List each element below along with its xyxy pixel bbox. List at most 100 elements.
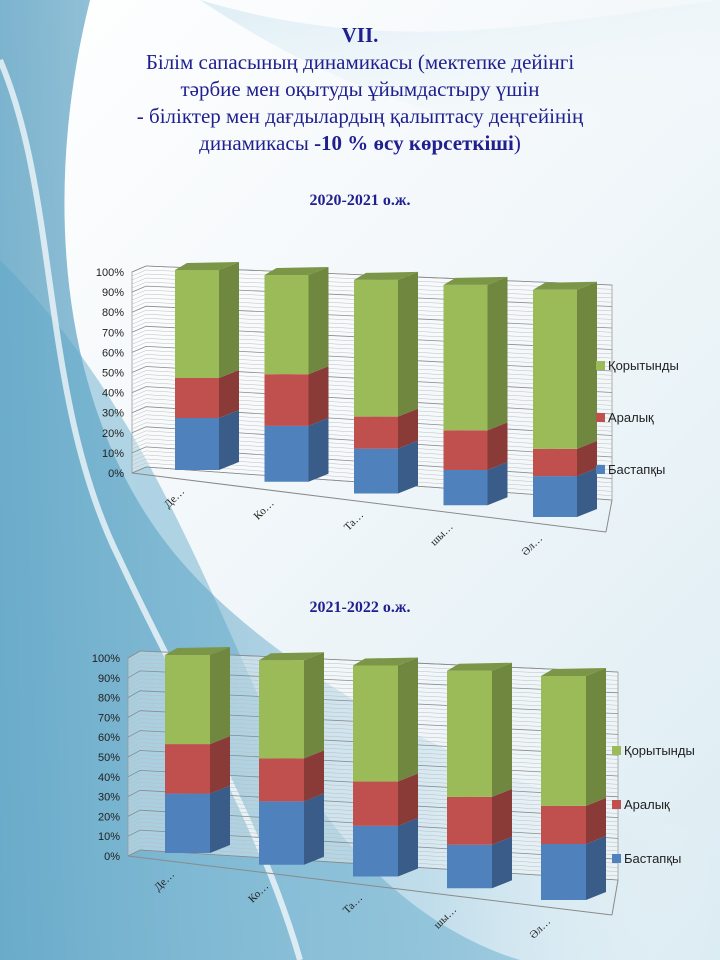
bar-front-face (447, 844, 492, 889)
bar-side-face (308, 266, 329, 375)
bar-segment-0-0-2 (175, 262, 239, 378)
bar-top-face (165, 647, 230, 655)
y-tick-label: 20% (98, 811, 120, 823)
y-tick-label: 90% (98, 673, 120, 685)
bar-front-face (353, 665, 398, 782)
title-line-5: динамикасы -10 % өсу көрсеткіші) (199, 131, 521, 155)
bar-front-face (447, 796, 492, 845)
bar-top-face (447, 662, 512, 671)
bar-front-face (165, 744, 210, 794)
y-tick-label: 0% (108, 468, 124, 480)
bar-segment-1-1-0 (259, 793, 324, 865)
x-category-label: Әл… (527, 916, 553, 942)
bar-side-face (308, 366, 329, 426)
bar-front-face (533, 476, 577, 517)
bar-segment-1-4-0 (541, 836, 606, 900)
y-tick-label: 10% (102, 448, 124, 460)
x-category-label: Ко… (246, 880, 271, 905)
bar-side-face (487, 276, 508, 431)
legend-swatch-icon (596, 361, 605, 370)
bar-segment-0-4-2 (533, 281, 597, 449)
chart-2-title: 2021-2022 о.ж. (309, 599, 411, 616)
bar-segment-0-2-0 (354, 440, 418, 494)
legend-label: Аралық (624, 797, 670, 812)
bar-front-face (175, 418, 219, 470)
bar-side-face (219, 262, 239, 378)
bar-segment-1-4-1 (541, 797, 606, 844)
bar-segment-1-3-2 (447, 662, 512, 797)
bar-segment-1-1-1 (259, 750, 324, 802)
bar-side-face (586, 836, 606, 900)
bar-segment-0-3-0 (443, 461, 508, 506)
bar-segment-0-4-0 (533, 468, 597, 517)
bar-side-face (304, 750, 324, 802)
y-tick-label: 100% (92, 653, 120, 665)
bar-segment-0-1-1 (264, 366, 329, 426)
bar-front-face (443, 469, 488, 506)
legend-item: Қорытынды (612, 743, 695, 758)
bar-side-face (487, 422, 508, 470)
bar-front-face (259, 801, 304, 865)
bar-segment-0-3-2 (443, 276, 508, 431)
y-tick-label: 20% (102, 428, 124, 440)
bar-front-face (354, 448, 398, 494)
legend-label: Қорытынды (624, 743, 695, 758)
bar-side-face (308, 417, 329, 482)
legend-swatch-icon (612, 746, 621, 755)
bar-front-face (533, 289, 577, 449)
bar-top-face (353, 657, 418, 666)
legend-swatch-icon (596, 465, 605, 474)
x-category-label: Та… (341, 892, 365, 916)
bar-side-face (492, 836, 512, 889)
y-tick-label: 80% (98, 693, 120, 705)
bar-segment-1-0-2 (165, 647, 230, 745)
bar-front-face (259, 660, 304, 759)
bar-segment-0-0-1 (175, 370, 239, 418)
bar-side-face (219, 410, 239, 470)
x-category-label: шы… (432, 904, 459, 931)
bar-top-face (354, 271, 418, 280)
chart-1-title: 2020-2021 о.ж. (309, 192, 411, 209)
y-tick-label: 100% (96, 267, 124, 279)
y-tick-label: 70% (102, 327, 124, 339)
legend-swatch-icon (596, 413, 605, 422)
floor-edge (605, 499, 613, 533)
bar-segment-0-2-2 (354, 271, 418, 417)
legend-label: Қорытынды (608, 358, 679, 373)
bar-side-face (492, 662, 512, 797)
bar-segment-0-0-0 (175, 410, 239, 470)
y-tick-label: 40% (102, 388, 124, 400)
bar-side-face (398, 408, 418, 449)
legend-item: Аралық (612, 797, 670, 812)
bar-front-face (447, 670, 492, 797)
bar-segment-0-1-2 (264, 266, 329, 375)
bar-side-face (398, 657, 418, 782)
bar-side-face (210, 647, 230, 745)
bar-front-face (175, 378, 219, 418)
legend-item: Аралық (596, 410, 654, 425)
bar-segment-1-3-0 (447, 836, 512, 889)
bar-segment-1-3-1 (447, 788, 512, 845)
y-tick-label: 80% (102, 307, 124, 319)
bar-segment-0-3-1 (443, 422, 508, 470)
bar-front-face (264, 425, 309, 482)
bar-front-face (443, 284, 488, 431)
title-line-4: - біліктер мен дағдылардың қалыптасу дең… (136, 104, 584, 128)
bar-segment-1-2-0 (353, 817, 418, 877)
bar-front-face (354, 416, 398, 449)
bar-top-face (259, 652, 324, 661)
y-tick-label: 60% (102, 347, 124, 359)
bar-side-face (304, 652, 324, 759)
x-category-label: Де… (152, 869, 177, 894)
y-tick-label: 70% (98, 712, 120, 724)
y-tick-label: 50% (102, 368, 124, 380)
y-tick-label: 90% (102, 287, 124, 299)
bar-side-face (492, 788, 512, 845)
bar-side-face (304, 793, 324, 865)
bar-front-face (165, 793, 210, 853)
bar-front-face (354, 279, 398, 417)
bar-front-face (541, 805, 586, 844)
bar-side-face (586, 797, 606, 844)
